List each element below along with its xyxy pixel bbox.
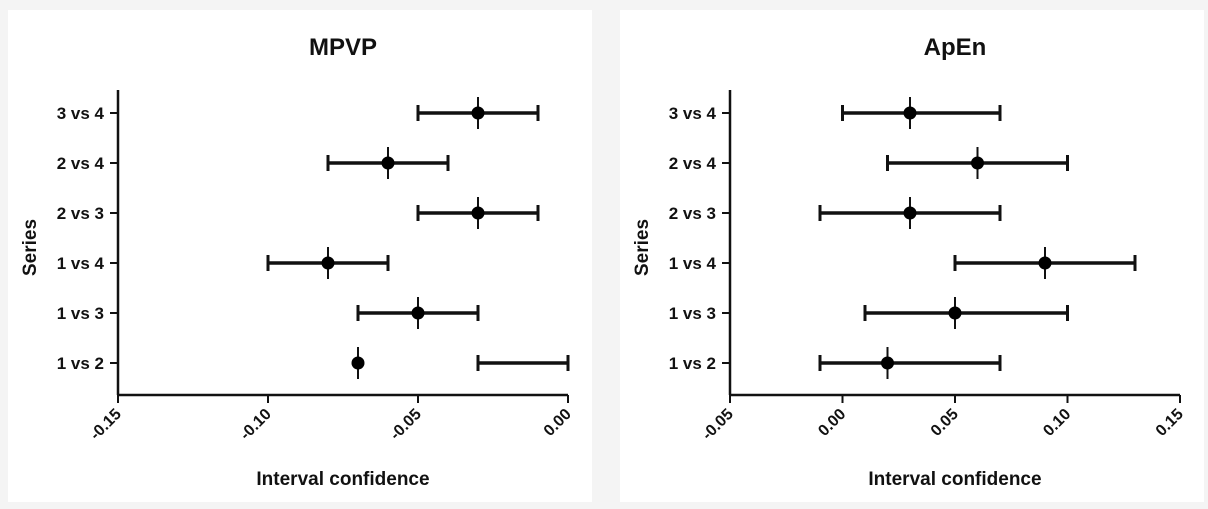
apen-y-axis-label: Series [632, 219, 653, 276]
apen-chart: ApEn Series Interval confidence 3 vs 4 2 vs … [632, 34, 1187, 490]
apen-estimate-point [1038, 256, 1052, 270]
mpvp-estimate-point [471, 106, 485, 120]
apen-category-label: 2 vs 3 [669, 204, 716, 223]
apen-estimate-point [948, 306, 962, 320]
apen-x-tick-label: 0.10 [1040, 406, 1074, 440]
mpvp-x-tick-label: 0.00 [541, 406, 575, 440]
mpvp-x-tick-label: -0.05 [387, 406, 425, 444]
mpvp-category-label: 2 vs 3 [57, 204, 104, 223]
mpvp-category-label: 1 vs 4 [57, 254, 105, 273]
apen-estimate-point [903, 206, 917, 220]
apen-x-tick-label: -0.05 [699, 406, 737, 444]
mpvp-category-label: 3 vs 4 [57, 104, 105, 123]
apen-x-tick-label: 0.00 [815, 406, 849, 440]
apen-title: ApEn [924, 34, 987, 61]
mpvp-estimate-point [351, 356, 365, 370]
apen-estimate-point [903, 106, 917, 120]
mpvp-chart: MPVP Series Interval confidence 3 vs 4 2 vs … [20, 34, 575, 490]
mpvp-category-label: 1 vs 3 [57, 304, 104, 323]
mpvp-category-label: 1 vs 2 [57, 354, 104, 373]
mpvp-y-axis-label: Series [20, 219, 41, 276]
mpvp-estimate-point [411, 306, 425, 320]
mpvp-category-label: 2 vs 4 [57, 154, 105, 173]
mpvp-estimate-point [471, 206, 485, 220]
apen-x-tick-label: 0.15 [1153, 406, 1187, 440]
mpvp-panel: MPVP Series Interval confidence 3 vs 4 2 vs … [8, 10, 592, 502]
mpvp-x-axis-label: Interval confidence [256, 469, 429, 490]
apen-category-label: 1 vs 3 [669, 304, 716, 323]
mpvp-estimate-point [321, 256, 335, 270]
apen-category-label: 3 vs 4 [669, 104, 717, 123]
apen-estimate-point [881, 356, 894, 370]
mpvp-estimate-point [381, 156, 395, 170]
apen-panel: ApEn Series Interval confidence 3 vs 4 2 vs … [620, 10, 1204, 502]
apen-x-axis-label: Interval confidence [868, 469, 1041, 490]
apen-category-label: 1 vs 4 [669, 254, 717, 273]
apen-estimate-point [971, 156, 984, 170]
mpvp-x-tick-label: -0.15 [87, 406, 125, 444]
apen-x-tick-label: 0.05 [928, 406, 962, 440]
apen-category-label: 1 vs 2 [669, 354, 716, 373]
mpvp-x-tick-label: -0.10 [237, 406, 275, 444]
mpvp-title: MPVP [309, 34, 377, 61]
apen-category-label: 2 vs 4 [669, 154, 717, 173]
